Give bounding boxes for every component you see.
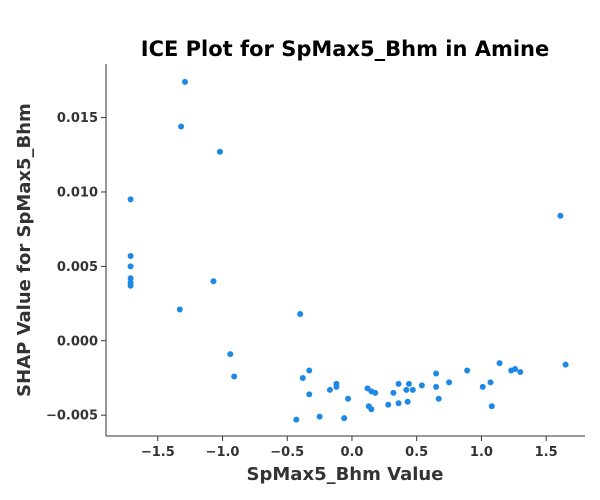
- data-point: [216, 148, 223, 155]
- data-points: [127, 78, 569, 423]
- data-point: [231, 373, 238, 380]
- data-point: [293, 416, 300, 423]
- data-point: [562, 361, 569, 368]
- data-point: [181, 78, 188, 85]
- data-point: [299, 374, 306, 381]
- data-point: [446, 379, 453, 386]
- data-point: [479, 383, 486, 390]
- x-axis-label: SpMax5_Bhm Value: [247, 464, 444, 485]
- data-point: [127, 275, 134, 282]
- y-tick-label: 0.015: [57, 111, 98, 126]
- y-tick-label: 0.010: [57, 185, 98, 200]
- data-point: [127, 196, 134, 203]
- data-point: [345, 395, 352, 402]
- data-point: [395, 380, 402, 387]
- y-axis-label: SHAP Value for SpMax5_Bhm: [14, 103, 35, 397]
- plot-area: −1.5 −1.0 −0.5 0.0 0.5 1.0 1.5 −0.005 0.000 0.00…: [46, 64, 585, 460]
- data-point: [403, 386, 410, 393]
- data-point: [372, 389, 379, 396]
- data-point: [306, 391, 313, 398]
- y-tick-label: 0.000: [57, 334, 98, 349]
- data-point: [178, 123, 185, 130]
- data-point: [341, 415, 348, 422]
- x-tick-label: −0.5: [270, 445, 304, 460]
- data-point: [488, 403, 495, 410]
- data-point: [557, 212, 564, 219]
- data-point: [326, 386, 333, 393]
- data-point: [127, 282, 134, 289]
- data-point: [433, 383, 440, 390]
- data-point: [464, 367, 471, 374]
- data-point: [404, 398, 411, 405]
- data-point: [435, 395, 442, 402]
- data-point: [496, 360, 503, 367]
- data-point: [395, 400, 402, 407]
- chart-title: ICE Plot for SpMax5_Bhm in Amine: [141, 37, 550, 61]
- data-point: [127, 263, 134, 270]
- x-axis-ticks: −1.5 −1.0 −0.5 0.0 0.5 1.0 1.5: [141, 436, 558, 460]
- data-point: [227, 351, 234, 358]
- data-point: [390, 389, 397, 396]
- y-axis-ticks: −0.005 0.000 0.005 0.010 0.015: [46, 111, 106, 424]
- x-tick-label: −1.0: [206, 445, 240, 460]
- data-point: [409, 386, 416, 393]
- data-point: [210, 278, 217, 285]
- data-point: [368, 406, 375, 413]
- data-point: [306, 367, 313, 374]
- x-tick-label: 1.5: [535, 445, 558, 460]
- data-point: [297, 310, 304, 317]
- x-tick-label: 1.0: [470, 445, 493, 460]
- x-tick-label: −1.5: [141, 445, 175, 460]
- data-point: [512, 366, 519, 373]
- data-point: [405, 380, 412, 387]
- data-point: [316, 413, 323, 420]
- data-point: [385, 401, 392, 408]
- data-point: [517, 369, 524, 376]
- y-tick-label: 0.005: [57, 260, 98, 275]
- data-point: [418, 382, 425, 389]
- data-point: [487, 379, 494, 386]
- data-point: [176, 306, 183, 313]
- x-tick-label: 0.0: [340, 445, 363, 460]
- y-tick-label: −0.005: [46, 409, 98, 424]
- data-point: [433, 370, 440, 377]
- data-point: [127, 252, 134, 259]
- data-point: [333, 380, 340, 387]
- x-tick-label: 0.5: [405, 445, 428, 460]
